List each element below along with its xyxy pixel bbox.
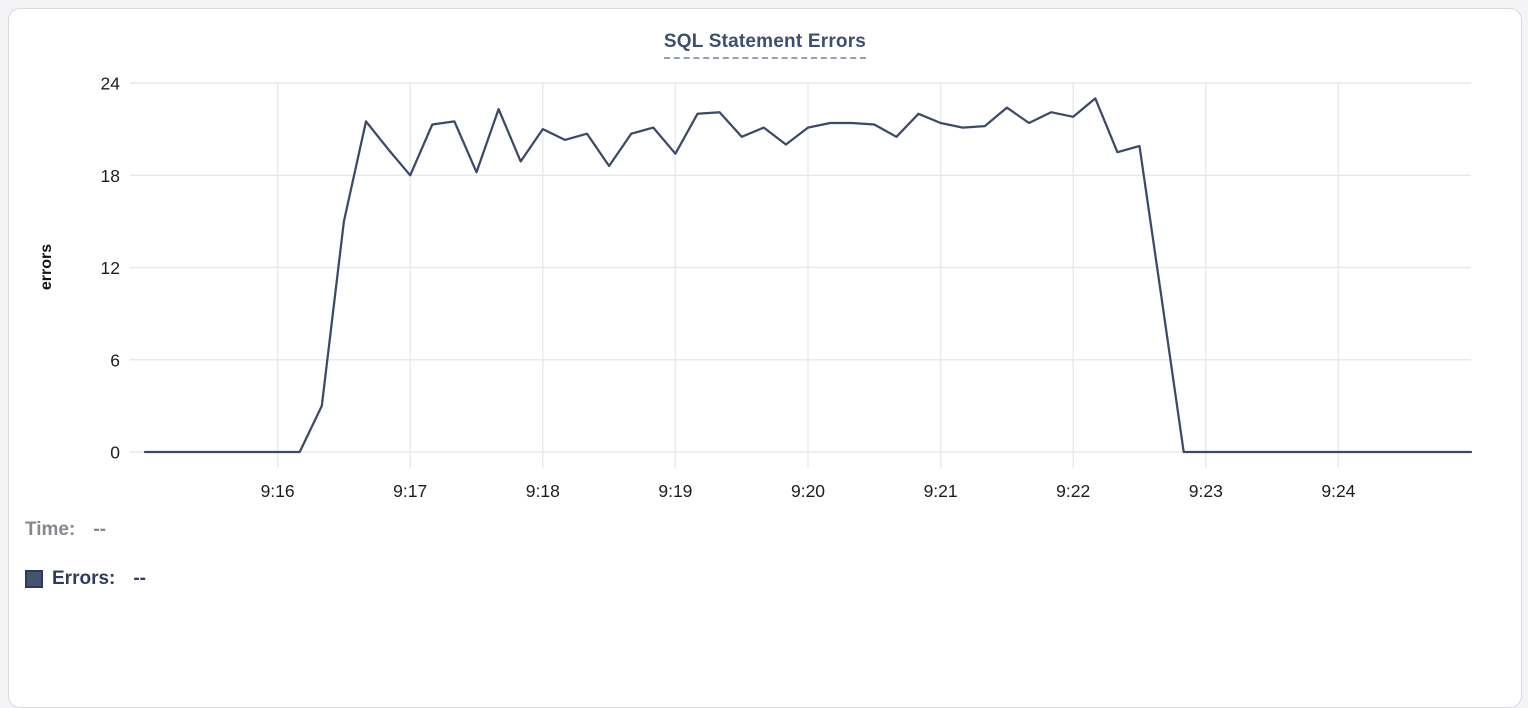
svg-text:12: 12 (101, 258, 120, 278)
chart-title[interactable]: SQL Statement Errors (663, 31, 867, 59)
svg-text:9:16: 9:16 (261, 481, 295, 501)
svg-text:9:19: 9:19 (658, 481, 692, 501)
errors-series-swatch (25, 570, 43, 588)
chart-legend: Time: -- Errors: -- (25, 517, 146, 615)
errors-line-chart: 0 6 12 18 24 9:16 9:17 9:18 9:19 9:20 9:21 9:22 9:23… (101, 74, 1473, 501)
y-axis-tick-labels: 0 6 12 18 24 (101, 74, 121, 463)
errors-value: -- (133, 568, 147, 589)
svg-text:24: 24 (101, 74, 121, 94)
svg-text:9:20: 9:20 (791, 481, 825, 501)
svg-text:9:17: 9:17 (393, 481, 427, 501)
svg-text:9:24: 9:24 (1321, 481, 1355, 501)
svg-text:9:18: 9:18 (526, 481, 560, 501)
svg-text:9:23: 9:23 (1189, 481, 1223, 501)
svg-text:18: 18 (101, 166, 120, 186)
svg-text:9:21: 9:21 (924, 481, 958, 501)
svg-text:6: 6 (110, 350, 120, 370)
series-line-errors (143, 97, 1473, 454)
chart-header: SQL Statement Errors (9, 31, 1521, 59)
y-axis-label: errors (38, 243, 55, 291)
chart-card: SQL Statement Errors 0 6 12 18 24 9:16 9:17 9:1… (8, 8, 1522, 708)
time-value: -- (93, 519, 106, 540)
x-axis-tick-labels: 9:16 9:17 9:18 9:19 9:20 9:21 9:22 9:23 9:24 (261, 481, 1356, 501)
legend-row-time: Time: -- (25, 517, 146, 543)
time-label: Time: (25, 519, 76, 540)
svg-text:9:22: 9:22 (1056, 481, 1090, 501)
gridlines (130, 82, 1471, 468)
svg-text:0: 0 (110, 443, 120, 463)
errors-label: Errors: (52, 568, 116, 589)
legend-row-errors: Errors: -- (25, 566, 146, 592)
